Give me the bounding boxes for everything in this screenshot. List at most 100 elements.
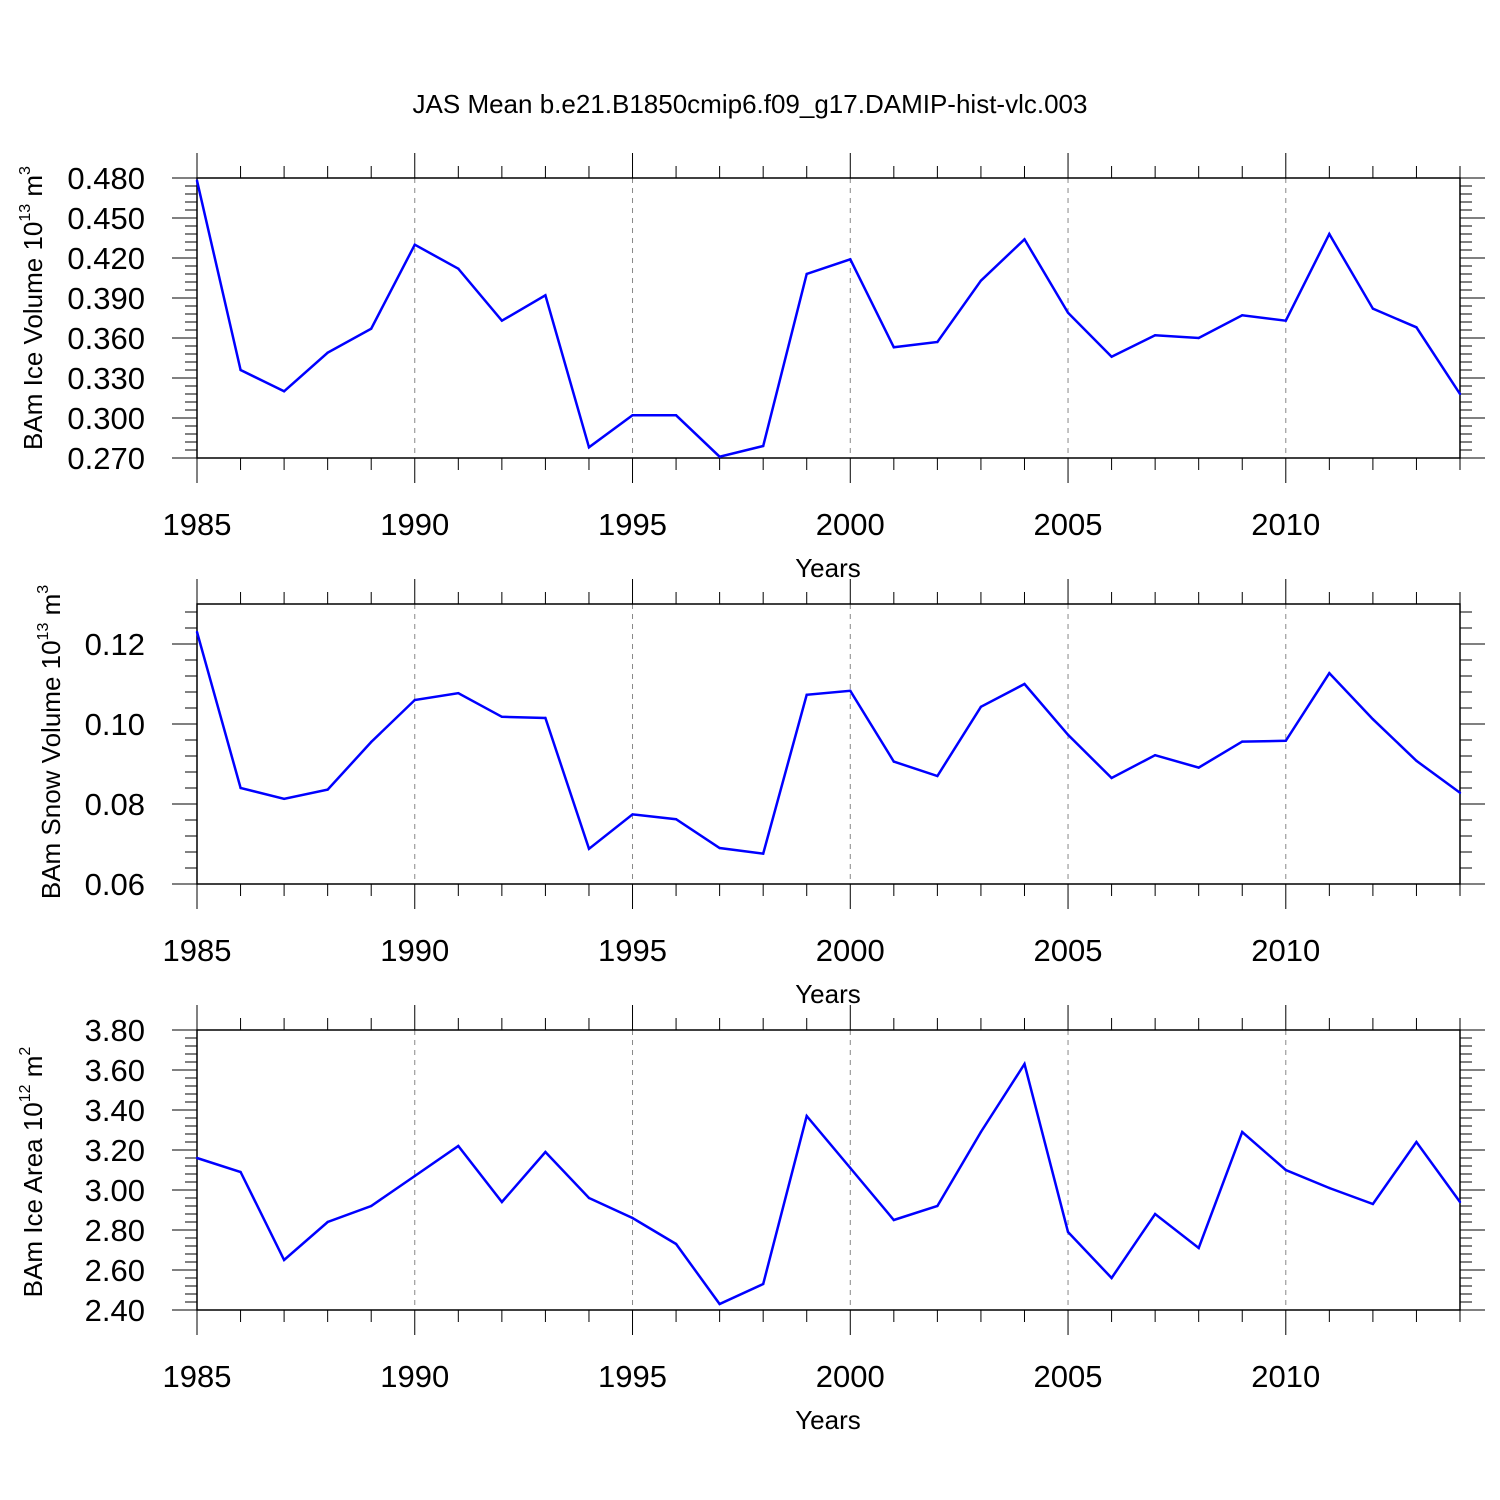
data-point-1997 (718, 455, 721, 458)
data-point-2011 (1328, 1186, 1331, 1190)
data-point-2013 (1415, 1140, 1418, 1144)
data-point-2009 (1241, 740, 1244, 743)
data-point-2000 (849, 258, 852, 261)
data-point-1991 (457, 1144, 460, 1148)
y-tick-label: 0.06 (85, 867, 145, 902)
data-point-1996 (674, 1242, 678, 1246)
y-axis-title-superscript: 3 (17, 166, 34, 175)
data-point-1995 (631, 414, 634, 417)
y-tick-label: 3.20 (85, 1133, 145, 1168)
x-tick-label: 1990 (380, 507, 449, 542)
data-point-2001 (892, 346, 896, 349)
data-point-1999 (805, 693, 808, 696)
data-point-2001 (892, 1218, 896, 1222)
x-tick-label: 1985 (163, 933, 232, 968)
data-point-1996 (674, 818, 678, 821)
panels: 0.270 0.300 0.330 0.360 0.390 0.420 0.450 0.480… (17, 153, 1485, 1435)
y-axis-title-superscript: 13 (17, 204, 34, 222)
data-point-1993 (544, 716, 547, 720)
data-point-2012 (1371, 1202, 1375, 1206)
y-tick-label: 0.390 (67, 281, 145, 316)
data-point-1986 (239, 368, 242, 372)
y-axis-title-superscript: 3 (35, 585, 52, 594)
y-tick-label: 0.450 (67, 201, 145, 236)
data-point-1987 (282, 390, 286, 393)
data-point-2006 (1110, 1276, 1113, 1280)
x-tick-label: 2010 (1251, 507, 1320, 542)
data-point-2014 (1458, 392, 1462, 396)
data-point-1991 (457, 267, 460, 270)
y-tick-label: 0.08 (85, 787, 145, 822)
y-axis-title-text: m (18, 1056, 48, 1085)
data-point-1995 (631, 1216, 634, 1220)
y-tick-label: 3.60 (85, 1053, 145, 1088)
data-point-2003 (979, 705, 983, 708)
data-point-1994 (587, 1196, 591, 1200)
data-point-1986 (239, 786, 242, 790)
panel-2: 0.06 0.08 0.10 0.12 1985 1990 1995 2000 2005 2010… (35, 579, 1485, 1009)
x-tick-label: 1985 (163, 1359, 232, 1394)
data-point-1998 (761, 1282, 765, 1286)
data-point-1987 (282, 797, 286, 800)
data-point-1999 (805, 272, 808, 276)
x-tick-label: 1990 (380, 933, 449, 968)
data-point-2009 (1241, 1130, 1244, 1134)
data-point-2008 (1197, 766, 1200, 769)
data-point-1985 (195, 630, 199, 634)
y-tick-label: 2.60 (85, 1253, 145, 1288)
data-point-2014 (1458, 791, 1462, 794)
data-point-1997 (718, 1302, 721, 1306)
data-point-1988 (326, 351, 329, 354)
data-point-1997 (718, 846, 721, 850)
data-point-2013 (1415, 759, 1418, 762)
data-point-1991 (457, 692, 460, 695)
data-point-2005 (1066, 311, 1070, 314)
data-point-1998 (761, 852, 765, 855)
data-point-2002 (936, 1204, 939, 1208)
y-tick-label: 0.420 (67, 241, 145, 276)
data-point-2012 (1371, 307, 1375, 310)
figure-title: JAS Mean b.e21.B1850cmip6.f09_g17.DAMIP-… (413, 89, 1088, 119)
y-tick-label: 0.12 (85, 627, 145, 662)
data-point-1988 (326, 1220, 329, 1224)
data-point-2010 (1284, 1168, 1287, 1172)
data-point-1992 (500, 715, 504, 718)
data-point-1993 (544, 1150, 547, 1154)
data-point-2011 (1328, 672, 1331, 675)
data-point-2006 (1110, 355, 1113, 358)
data-point-2004 (1023, 1062, 1026, 1066)
data-point-2006 (1110, 776, 1113, 780)
plot-frame (196, 603, 1461, 885)
y-axis-title-text: m (18, 175, 48, 204)
y-tick-label: 3.80 (85, 1013, 145, 1048)
data-point-1992 (500, 1200, 504, 1204)
data-point-2012 (1371, 718, 1375, 721)
y-tick-label: 3.40 (85, 1093, 145, 1128)
data-point-1988 (326, 788, 329, 791)
data-point-1987 (282, 1258, 286, 1262)
x-tick-label: 1985 (163, 507, 232, 542)
data-point-2007 (1153, 754, 1157, 757)
data-point-2010 (1284, 739, 1287, 742)
data-point-2001 (892, 760, 896, 763)
y-tick-label: 0.10 (85, 707, 145, 742)
data-point-1986 (239, 1170, 242, 1174)
data-point-1992 (500, 319, 504, 322)
panel-1: 0.270 0.300 0.330 0.360 0.390 0.420 0.450 0.480… (17, 153, 1485, 583)
y-tick-label: 3.00 (85, 1173, 145, 1208)
x-tick-label: 1995 (598, 1359, 667, 1394)
data-point-2000 (849, 1166, 852, 1170)
data-point-1999 (805, 1114, 808, 1118)
x-tick-label: 2000 (816, 1359, 885, 1394)
data-point-1989 (370, 1204, 373, 1208)
panel-3: 2.40 2.60 2.80 3.00 3.20 3.40 3.60 3.80 1985 1990… (17, 1005, 1485, 1435)
x-tick-label: 2000 (816, 507, 885, 542)
data-point-2000 (849, 689, 852, 692)
plot-frame (196, 177, 1461, 459)
data-point-1985 (195, 179, 199, 182)
data-point-2003 (979, 1130, 983, 1134)
data-point-1998 (761, 444, 765, 448)
y-tick-label: 2.80 (85, 1213, 145, 1248)
x-tick-label: 1995 (598, 933, 667, 968)
